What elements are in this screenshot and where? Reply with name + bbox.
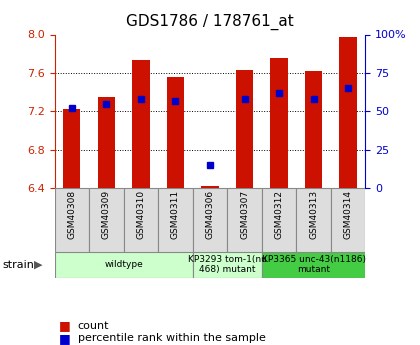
Bar (55, 188, 89, 252)
Text: GSM40308: GSM40308 (67, 190, 76, 239)
Text: GSM40311: GSM40311 (171, 190, 180, 239)
Text: KP3365 unc-43(n1186)
mutant: KP3365 unc-43(n1186) mutant (262, 255, 365, 275)
Text: strain: strain (2, 260, 34, 270)
Text: percentile rank within the sample: percentile rank within the sample (78, 333, 265, 343)
Bar (331, 188, 365, 252)
Bar (167, 77, 184, 188)
Bar (193, 188, 227, 252)
Bar (123, 188, 158, 252)
Text: GSM40313: GSM40313 (309, 190, 318, 239)
Bar (297, 188, 331, 252)
Text: count: count (78, 321, 109, 331)
Text: GSM40307: GSM40307 (240, 190, 249, 239)
Text: ▶: ▶ (34, 260, 43, 270)
Text: GSM40314: GSM40314 (344, 190, 353, 239)
Bar (55, 252, 193, 278)
Bar (89, 188, 123, 252)
Bar (227, 188, 262, 252)
Bar (201, 186, 219, 188)
Bar (270, 58, 288, 188)
Bar (63, 109, 81, 188)
Bar (262, 252, 365, 278)
Text: KP3293 tom-1(nu
468) mutant: KP3293 tom-1(nu 468) mutant (188, 255, 267, 275)
Text: ■: ■ (59, 319, 71, 333)
Bar (193, 252, 262, 278)
Text: GDS1786 / 178761_at: GDS1786 / 178761_at (126, 14, 294, 30)
Bar (339, 37, 357, 188)
Bar (305, 71, 322, 188)
Bar (236, 70, 253, 188)
Text: GSM40306: GSM40306 (205, 190, 215, 239)
Text: GSM40312: GSM40312 (275, 190, 284, 239)
Bar (98, 97, 115, 188)
Bar (132, 60, 150, 188)
Text: GSM40309: GSM40309 (102, 190, 111, 239)
Bar (262, 188, 297, 252)
Text: ■: ■ (59, 332, 71, 345)
Bar (158, 188, 193, 252)
Text: wildtype: wildtype (104, 260, 143, 269)
Text: GSM40310: GSM40310 (136, 190, 145, 239)
